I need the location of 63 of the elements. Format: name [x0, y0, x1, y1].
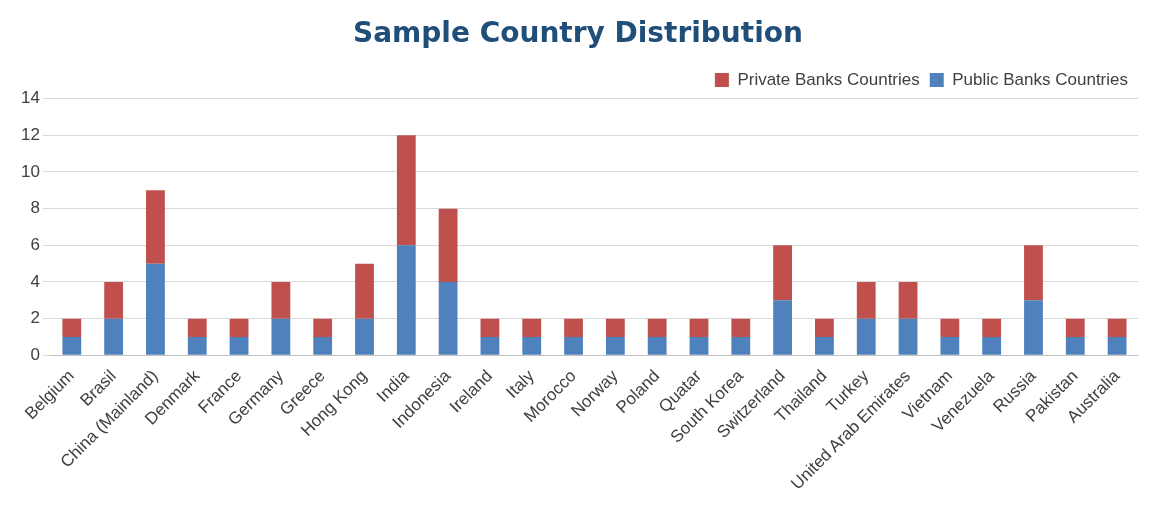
bar — [229, 336, 249, 355]
bar — [773, 300, 793, 355]
bar — [62, 318, 82, 337]
bar — [62, 336, 82, 355]
bar — [689, 318, 709, 337]
bar — [1107, 336, 1127, 355]
bar — [522, 318, 542, 337]
bar — [731, 336, 751, 355]
bar — [1065, 336, 1085, 355]
bar — [647, 336, 667, 355]
bar — [104, 318, 124, 355]
bar — [438, 281, 458, 355]
bar — [355, 263, 374, 319]
bar — [982, 318, 1002, 337]
bar — [605, 318, 625, 337]
y-tick-label: 8 — [30, 198, 40, 218]
bar — [187, 318, 207, 337]
bar — [480, 336, 500, 355]
bar — [146, 190, 165, 264]
legend-label: Public Banks Countries — [952, 69, 1129, 89]
y-tick-label: 4 — [30, 271, 40, 291]
bar — [271, 318, 291, 355]
bar — [313, 336, 333, 355]
bar — [564, 318, 583, 337]
chart-title: Sample Country Distribution — [353, 16, 803, 50]
bar — [689, 336, 709, 355]
bar — [982, 336, 1002, 355]
bar — [647, 318, 667, 337]
legend-label: Private Banks Countries — [737, 69, 920, 89]
bar — [1024, 300, 1043, 355]
bar — [146, 263, 165, 355]
bar — [564, 336, 583, 355]
bar — [480, 318, 500, 337]
bar — [396, 245, 416, 355]
bar — [773, 245, 793, 301]
bar — [1024, 245, 1043, 301]
y-tick-label: 12 — [20, 124, 40, 144]
bar — [731, 318, 751, 337]
bar — [898, 281, 918, 319]
bar — [856, 281, 876, 319]
bar — [815, 336, 834, 355]
bar — [940, 318, 960, 337]
y-tick-label: 6 — [30, 234, 40, 254]
bar — [605, 336, 625, 355]
bar — [522, 336, 542, 355]
y-tick-label: 0 — [30, 345, 40, 365]
bar — [187, 336, 207, 355]
bar — [898, 318, 918, 355]
bar — [1107, 318, 1127, 337]
bar — [104, 281, 124, 319]
bar — [396, 135, 416, 246]
bar — [815, 318, 834, 337]
bar — [271, 281, 291, 319]
bar — [313, 318, 333, 337]
y-tick-label: 2 — [30, 308, 40, 328]
bar — [856, 318, 876, 355]
bar — [355, 318, 374, 355]
bar — [940, 336, 960, 355]
bar — [438, 208, 458, 282]
y-tick-label: 14 — [20, 88, 40, 108]
bar — [1065, 318, 1085, 337]
bar — [229, 318, 249, 337]
y-tick-label: 10 — [20, 161, 40, 181]
